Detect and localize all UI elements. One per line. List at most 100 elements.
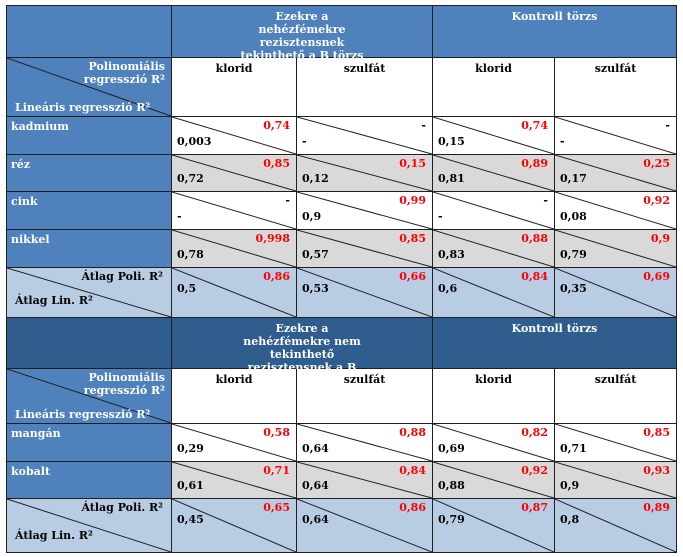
column-label: klorid	[215, 373, 253, 386]
avg-poly-value: 0,86	[263, 270, 290, 283]
avg-cell: 0,84 0,6	[433, 268, 555, 318]
data-cell: 0,85 0,57	[297, 230, 433, 268]
cell-diagonal	[172, 117, 296, 154]
metal-name: kadmium	[11, 120, 69, 133]
avg-lin-value: 0,64	[302, 513, 329, 526]
data-cell: 0,99 0,9	[297, 192, 433, 230]
data-cell: 0,998 0,78	[172, 230, 297, 268]
poly-r2-value: -	[285, 194, 290, 207]
cell-diagonal	[433, 499, 554, 552]
cell-diagonal	[433, 155, 554, 191]
avg-cell: 0,66 0,53	[297, 268, 433, 318]
cell-diagonal	[172, 230, 296, 267]
avg-lin-value: 0,45	[177, 513, 204, 526]
cell-diagonal	[297, 230, 432, 267]
section1-row-label: nikkel	[7, 230, 172, 268]
column-label: klorid	[215, 62, 253, 75]
data-cell: --	[555, 117, 677, 155]
metal-name: réz	[11, 158, 31, 171]
section1-row-label: réz	[7, 155, 172, 192]
metal-name: nikkel	[11, 233, 50, 246]
avg-poly-value: 0,84	[521, 270, 548, 283]
avg-cell: 0,87 0,79	[433, 499, 555, 553]
column-label: szulfát	[594, 62, 637, 75]
avg-poly-value: 0,69	[643, 270, 670, 283]
cell-diagonal	[297, 268, 432, 317]
lin-r2-value: -	[438, 210, 443, 223]
corner-diagonal	[7, 369, 171, 423]
cell-diagonal	[555, 155, 676, 191]
data-cell: 0,9 0,79	[555, 230, 677, 268]
avg-lin-value: 0,6	[438, 282, 458, 295]
poly-r2-value: 0,85	[399, 232, 426, 245]
section2-header-left: Ezekre a nehézfémekre nem tekinthető rez…	[172, 318, 433, 387]
cell-diagonal	[433, 424, 554, 461]
cell-diagonal	[172, 424, 296, 461]
section2-col-header-2: klorid	[433, 369, 555, 424]
poly-r2-value: 0,84	[399, 464, 426, 477]
data-cell: --	[172, 192, 297, 230]
avg-cell: 0,86 0,5	[172, 268, 297, 318]
data-cell: 0,88 0,83	[433, 230, 555, 268]
lin-r2-value: 0,83	[438, 248, 465, 261]
section1-row-label: cink	[7, 192, 172, 230]
section2-col-header-3: szulfát	[555, 369, 677, 424]
cell-diagonal	[555, 117, 676, 154]
column-label: klorid	[475, 373, 512, 386]
lin-r2-value: 0,71	[560, 442, 587, 455]
avg-poly-value: 0,66	[399, 270, 426, 283]
cell-diagonal	[297, 499, 432, 552]
column-label: klorid	[475, 62, 512, 75]
lin-r2-value: 0,88	[438, 479, 465, 492]
cell-diagonal	[433, 192, 554, 229]
poly-r2-value: 0,92	[521, 464, 548, 477]
lin-r2-value: 0,61	[177, 479, 204, 492]
data-cell: --	[433, 192, 555, 230]
data-cell: 0,25 0,17	[555, 155, 677, 192]
section-title: Ezekre a nehézfémekre rezisztensnek teki…	[240, 10, 364, 62]
column-label: szulfát	[343, 62, 386, 75]
cell-diagonal	[555, 192, 676, 229]
data-cell: 0,82 0,69	[433, 424, 555, 462]
avg-diagonal	[7, 499, 171, 552]
poly-regression-label: Polinomiális regresszió R²	[83, 371, 165, 397]
lin-r2-value: 0,69	[438, 442, 465, 455]
cell-diagonal	[172, 192, 296, 229]
cell-diagonal	[297, 462, 432, 498]
lin-r2-value: 0,79	[560, 248, 587, 261]
avg-lin-value: 0,79	[438, 513, 465, 526]
lin-r2-value: 0,29	[177, 442, 204, 455]
lin-regression-label: Lineáris regresszió R²	[15, 101, 151, 114]
section1-header-left: Ezekre a nehézfémekre rezisztensnek teki…	[172, 6, 433, 62]
poly-r2-value: 0,82	[521, 426, 548, 439]
cell-diagonal	[172, 268, 296, 317]
poly-r2-value: 0,71	[263, 464, 290, 477]
cell-diagonal	[297, 155, 432, 191]
avg-lin-value: 0,53	[302, 282, 329, 295]
lin-r2-value: 0,9	[302, 210, 322, 223]
cell-diagonal	[433, 117, 554, 154]
poly-r2-value: 0,998	[255, 232, 290, 245]
poly-r2-value: 0,58	[263, 426, 290, 439]
poly-r2-value: 0,15	[399, 157, 426, 170]
poly-r2-value: 0,93	[643, 464, 670, 477]
lin-r2-value: 0,08	[560, 210, 587, 223]
regression-table: Ezekre a nehézfémekre rezisztensnek teki…	[6, 5, 677, 553]
section2-avg-label-cell: Átlag Poli. R² Átlag Lin. R²	[7, 499, 172, 553]
section2-row-label: kobalt	[7, 462, 172, 499]
avg-poly-value: 0,86	[399, 501, 426, 514]
section2-header-corner	[7, 318, 172, 369]
poly-r2-value: 0,99	[399, 194, 426, 207]
section1-corner-cell: Polinomiális regresszió R² Lineáris regre…	[7, 58, 172, 117]
avg-lin-value: 0,5	[177, 282, 197, 295]
cell-diagonal	[555, 424, 676, 461]
data-cell: 0,89 0,81	[433, 155, 555, 192]
control-title: Kontroll törzs	[511, 322, 598, 335]
avg-poly-value: 0,87	[521, 501, 548, 514]
section1-col-header-1: szulfát	[297, 58, 433, 117]
lin-r2-value: -	[177, 210, 182, 223]
poly-r2-value: 0,74	[521, 119, 548, 132]
data-cell: 0,74 0,15	[433, 117, 555, 155]
data-cell: 0,93 0,9	[555, 462, 677, 499]
lin-r2-value: -	[560, 135, 565, 148]
